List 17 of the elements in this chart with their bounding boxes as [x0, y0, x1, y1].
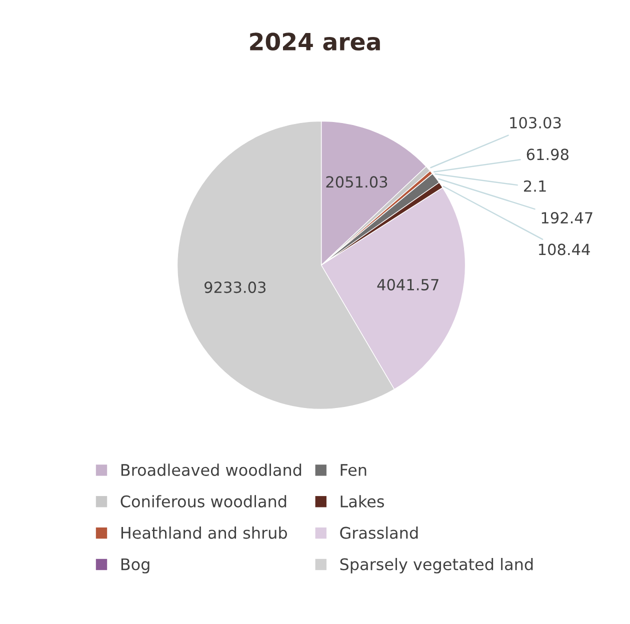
legend-label: Bog	[121, 558, 150, 574]
data-label: 2.1	[524, 180, 546, 192]
chart-title: 2024 area	[250, 32, 380, 51]
legend-label: Coniferous woodland	[120, 495, 286, 508]
data-label: 9233.03	[204, 282, 266, 294]
data-label: 108.44	[538, 244, 590, 256]
legend-label: Broadleaved woodland	[121, 464, 302, 476]
data-label: 2051.03	[326, 176, 388, 188]
data-label: 4041.57	[377, 278, 438, 290]
legend-label: Lakes	[340, 495, 384, 508]
data-label: 103.03	[510, 116, 561, 129]
data-label: 61.98	[526, 148, 568, 160]
legend-label: Grassland	[340, 526, 418, 539]
legend-label: Heathland and shrub	[121, 526, 287, 539]
legend-label: Fen	[340, 464, 366, 476]
legend-label: Sparsely vegetated land	[340, 558, 533, 574]
data-label: 192.47	[542, 212, 592, 224]
